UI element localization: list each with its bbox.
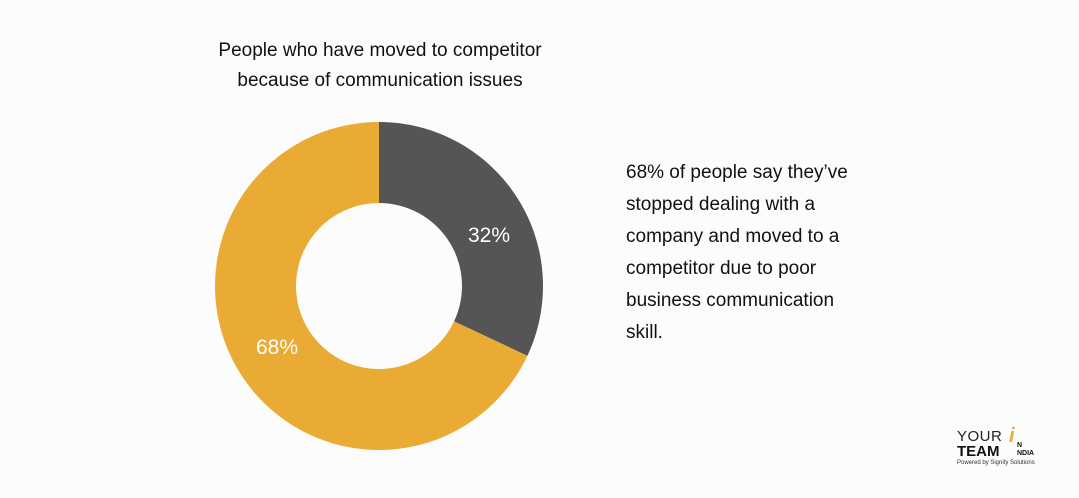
description-line-3: company and moved to a [626, 226, 840, 247]
slice-label-32: 32% [468, 224, 510, 247]
donut-slice-68 [215, 122, 528, 450]
description-line-6: skill. [626, 322, 663, 343]
logo-text-team: TEAM [957, 443, 1000, 460]
brand-logo: YOUR TEAM i N NDIA Powered by Signity So… [955, 425, 1045, 472]
description-line-2: stopped dealing with a [626, 194, 816, 215]
logo-text-ndia: NDIA [1017, 450, 1035, 457]
description-line-1: 68% of people say they’ve [626, 162, 848, 183]
logo-i-mark: i [1009, 425, 1015, 447]
chart-title: People who have moved to competitor beca… [160, 36, 600, 96]
slice-label-68: 68% [256, 336, 298, 359]
logo-text-your: YOUR [957, 428, 1003, 445]
description-text: 68% of people say they’ve stopped dealin… [626, 157, 986, 349]
donut-slice-32 [379, 122, 543, 356]
description-line-5: business communication [626, 290, 835, 311]
chart-title-line-1: People who have moved to competitor [218, 40, 542, 61]
description-line-4: competitor due to poor [626, 258, 817, 279]
donut-chart: 32% 68% [215, 122, 543, 450]
logo-powered-by: Powered by Signity Solutions [957, 460, 1035, 466]
chart-title-line-2: because of communication issues [237, 70, 523, 91]
logo-text-india: N NDIA [1017, 442, 1034, 458]
logo-text-n: N [1017, 442, 1023, 449]
